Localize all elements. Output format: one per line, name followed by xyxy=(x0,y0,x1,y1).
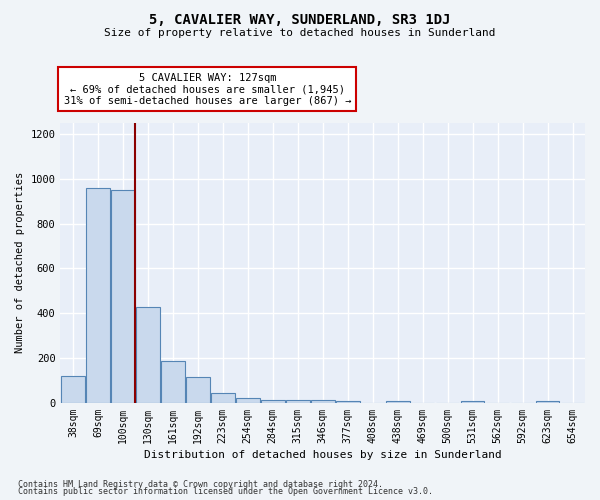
Bar xyxy=(136,306,160,403)
Bar xyxy=(311,400,335,403)
Bar xyxy=(61,376,85,403)
Text: Size of property relative to detached houses in Sunderland: Size of property relative to detached ho… xyxy=(104,28,496,38)
Bar xyxy=(186,377,209,403)
Text: 5, CAVALIER WAY, SUNDERLAND, SR3 1DJ: 5, CAVALIER WAY, SUNDERLAND, SR3 1DJ xyxy=(149,12,451,26)
Bar xyxy=(86,188,110,403)
Y-axis label: Number of detached properties: Number of detached properties xyxy=(15,172,25,354)
Bar xyxy=(161,362,185,403)
Bar xyxy=(111,190,135,403)
Bar xyxy=(386,400,410,403)
Bar xyxy=(336,400,359,403)
Bar xyxy=(536,400,559,403)
Text: Contains public sector information licensed under the Open Government Licence v3: Contains public sector information licen… xyxy=(18,487,433,496)
Bar xyxy=(286,400,310,403)
Bar xyxy=(461,400,484,403)
Text: 5 CAVALIER WAY: 127sqm
← 69% of detached houses are smaller (1,945)
31% of semi-: 5 CAVALIER WAY: 127sqm ← 69% of detached… xyxy=(64,72,351,106)
Text: Contains HM Land Registry data © Crown copyright and database right 2024.: Contains HM Land Registry data © Crown c… xyxy=(18,480,383,489)
Bar xyxy=(211,393,235,403)
Bar xyxy=(236,398,260,403)
Bar xyxy=(261,400,284,403)
X-axis label: Distribution of detached houses by size in Sunderland: Distribution of detached houses by size … xyxy=(144,450,502,460)
